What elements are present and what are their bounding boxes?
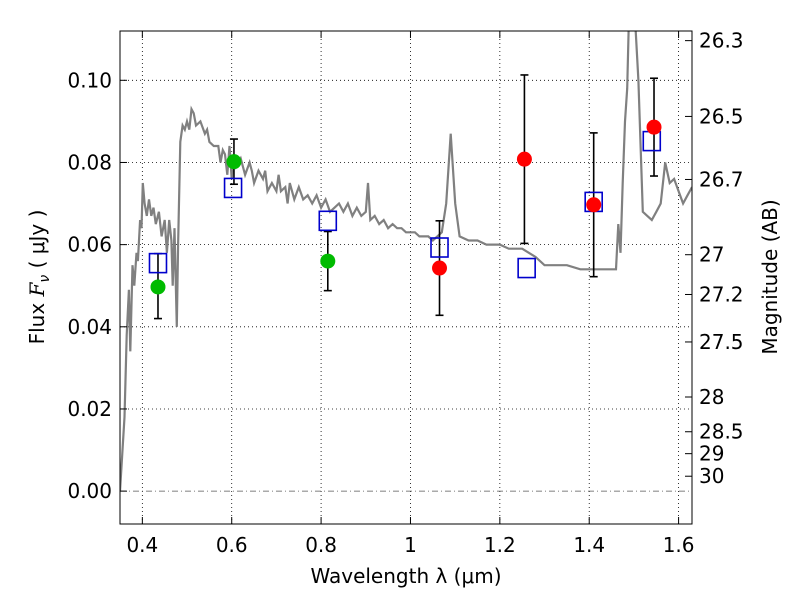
model-photometry-square: [318, 210, 338, 232]
model-photometry-square: [223, 177, 243, 199]
y-tick-label: 0.08: [67, 150, 112, 174]
model-photometry-square: [642, 130, 662, 152]
magnitude-tick-label: 27: [699, 243, 724, 267]
x-axis-ticks: 0.4 0.6 0.8 1 1.2 1.4 1.6: [126, 31, 695, 557]
x-tick-label: 1.2: [484, 533, 516, 557]
observed-point: [586, 197, 602, 213]
y-axis-label-prefix: Flux: [25, 296, 49, 344]
magnitude-tick-label: 28: [699, 385, 724, 409]
model-spectrum-line: [120, 31, 692, 492]
magnitude-tick-label: 27.2: [699, 282, 744, 306]
y-tick-label: 0.06: [67, 233, 112, 257]
x-tick-label: 1.6: [663, 533, 695, 557]
y-tick-label: 0.04: [67, 315, 112, 339]
right-axis-label: Magnitude (AB): [758, 199, 782, 354]
data-markers: [148, 119, 662, 295]
x-tick-label: 0.6: [216, 533, 248, 557]
y-axis-label-suffix: ( μJy ): [25, 210, 49, 275]
plot-frame: [119, 30, 693, 525]
y-tick-label: 0.02: [67, 397, 112, 421]
observed-point: [646, 119, 662, 135]
y-axis-label: Flux Fν ( μJy ): [25, 210, 53, 345]
magnitude-tick-label: 26.3: [699, 29, 744, 53]
magnitude-tick-label: 29: [699, 442, 724, 466]
observed-point: [320, 253, 336, 269]
y-tick-label: 0.00: [67, 479, 112, 503]
y-axis-label-subscript: ν: [37, 275, 53, 283]
y-tick-label: 0.10: [67, 68, 112, 92]
observed-point: [516, 151, 532, 167]
model-photometry-square: [517, 257, 536, 279]
x-tick-label: 1.4: [573, 533, 605, 557]
plot-area: [120, 31, 692, 492]
model-photometry-square: [148, 252, 168, 274]
magnitude-tick-label: 27.5: [699, 330, 744, 354]
y-axis-ticks: 0.00 0.02 0.04 0.06 0.08 0.10: [67, 68, 127, 503]
x-axis-label: Wavelength λ (μm): [310, 564, 501, 588]
magnitude-tick-label: 26.7: [699, 167, 744, 191]
grid-lines: [120, 31, 692, 524]
observed-point: [432, 260, 448, 276]
magnitude-tick-label: 30: [699, 464, 724, 488]
x-tick-label: 0.8: [305, 533, 337, 557]
y-axis-label-symbol: F: [25, 281, 49, 297]
magnitude-tick-label: 26.5: [699, 104, 744, 128]
x-tick-label: 0.4: [126, 533, 158, 557]
model-photometry-square: [430, 237, 449, 258]
observed-point: [226, 154, 242, 170]
observed-point: [150, 279, 166, 295]
magnitude-tick-label: 28.5: [699, 420, 744, 444]
x-tick-label: 1: [404, 533, 417, 557]
